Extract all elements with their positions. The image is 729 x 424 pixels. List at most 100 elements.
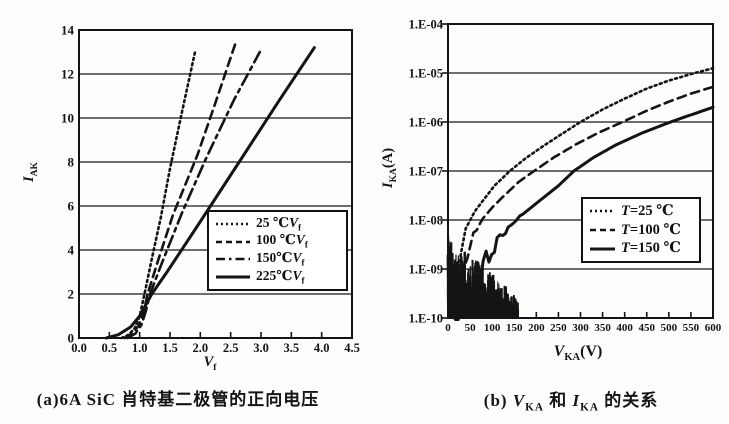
- chart-a-x-axis-label: Vf: [203, 354, 217, 373]
- y-tick-label: 8: [68, 155, 75, 170]
- series-path-dashed: [123, 41, 237, 340]
- series-path-dotted: [447, 67, 715, 316]
- caption-b: (b) VKA 和 IKA 的关系: [483, 391, 659, 414]
- legend-label-part: 25 ℃: [256, 214, 290, 230]
- noise-stroke: [502, 312, 504, 320]
- legend-label-part: V: [295, 232, 305, 248]
- x-tick-label: 600: [705, 322, 722, 334]
- series-path-solid: [104, 46, 316, 340]
- x-tick-label: 3.5: [284, 341, 300, 355]
- x-tick-label: 1.0: [132, 341, 148, 355]
- legend-label-part: T: [621, 221, 630, 238]
- legend-label-part: =25 ℃: [629, 203, 674, 220]
- legend-label-part: V: [292, 267, 302, 283]
- y-tick-label: 1.E-05: [409, 67, 443, 81]
- legend-label: 225℃Vf: [256, 269, 304, 286]
- legend-label-part: V: [289, 214, 299, 230]
- legend-label: 150℃Vf: [256, 251, 304, 268]
- x-tick-label: 2.0: [193, 341, 209, 355]
- legend-label-part: T: [621, 203, 630, 220]
- y-tick-label: 10: [61, 111, 74, 126]
- y-tick-label: 12: [61, 67, 74, 82]
- y-tick-label: 1.E-04: [409, 18, 444, 32]
- chart-b-canvas: 0 50 100 150 200 250 300 350 400 450 500 550 600 1.E-…: [409, 18, 722, 335]
- x-tick-label: 2.5: [223, 341, 239, 355]
- legend-label-part: f: [301, 257, 305, 268]
- legend-line-sample-dashed: [216, 240, 250, 243]
- x-tick-label: 100: [484, 322, 501, 334]
- x-tick-label: 3.0: [253, 341, 269, 355]
- legend-line-sample-dashed: [590, 228, 615, 232]
- legend-label-part: 150℃: [256, 250, 293, 266]
- chart-a-y-axis-label: IAK: [21, 162, 40, 182]
- y-tick-label: 2: [68, 287, 75, 302]
- x-tick-label: 150: [506, 322, 523, 334]
- legend-line-sample-solid: [590, 247, 615, 251]
- legend-entry: T=25 ℃: [589, 204, 693, 219]
- x-tick-label: 1.5: [162, 341, 178, 355]
- y-tick-label: 1.E-08: [409, 214, 443, 228]
- x-tick-label: 250: [550, 322, 567, 334]
- x-tick-label: 550: [683, 322, 700, 334]
- chart-a-legend: 25 ℃Vf 100 ℃Vf 150℃Vf 225℃Vf: [207, 210, 348, 291]
- chart-b-legend: T=25 ℃ T=100 ℃ T=150 ℃: [581, 197, 701, 263]
- caption-a: (a)6A SiC 肖特基二极管的正向电压: [36, 390, 320, 409]
- legend-label: T=100 ℃: [621, 221, 681, 238]
- noise-stroke: [505, 287, 508, 320]
- legend-entry: 225℃Vf: [215, 269, 340, 286]
- legend-label-part: T: [621, 240, 630, 257]
- legend-label: 25 ℃Vf: [256, 214, 302, 233]
- x-tick-label: 0.5: [102, 341, 118, 355]
- chart-b-y-axis-label: IKA(A): [380, 147, 399, 189]
- legend-entry: 100 ℃Vf: [215, 233, 340, 250]
- legend-label-part: 225℃: [256, 267, 293, 283]
- x-tick-label: 0: [445, 322, 451, 334]
- legend-label-part: =150 ℃: [629, 240, 681, 257]
- y-tick-label: 1.E-09: [409, 263, 443, 277]
- y-tick-label: 1.E-10: [409, 312, 443, 326]
- legend-entry: 150℃Vf: [215, 251, 340, 268]
- noise-stroke: [504, 310, 506, 320]
- legend-label-part: f: [298, 222, 302, 233]
- legend-entry: 25 ℃Vf: [215, 214, 340, 233]
- x-tick-label: 0.0: [71, 341, 87, 355]
- chart-b-x-axis-label: VKA(V): [553, 343, 603, 364]
- y-tick-label: 14: [61, 23, 75, 38]
- legend-line-sample-solid: [216, 275, 250, 279]
- series-path-dashdot: [126, 50, 262, 340]
- x-tick-label: 400: [616, 322, 633, 334]
- legend-entry: T=150 ℃: [589, 241, 693, 256]
- x-tick-label: 4.0: [314, 341, 330, 355]
- y-tick-label: 0: [68, 331, 75, 346]
- x-tick-label: 300: [572, 322, 589, 334]
- noise-stroke: [477, 308, 480, 320]
- legend-label: T=25 ℃: [621, 204, 674, 219]
- legend-line-sample-dashdot: [216, 258, 250, 261]
- series-path-dotted: [120, 48, 197, 340]
- plot-border: [78, 29, 353, 339]
- x-tick-label: 500: [661, 322, 678, 334]
- series-path-dashed: [448, 85, 715, 316]
- legend-label: 100 ℃Vf: [256, 233, 308, 250]
- legend-label-part: 100 ℃: [256, 232, 296, 248]
- legend-entry: T=100 ℃: [589, 221, 693, 238]
- x-tick-label: 350: [594, 322, 611, 334]
- x-tick-label: 450: [639, 322, 656, 334]
- legend-label-part: =100 ℃: [629, 221, 681, 238]
- y-tick-label: 1.E-06: [409, 116, 443, 130]
- noise-stroke: [513, 308, 517, 320]
- y-tick-label: 4: [68, 243, 75, 258]
- y-tick-label: 1.E-07: [409, 165, 443, 179]
- legend-line-sample-dotted: [216, 222, 250, 226]
- noise-stroke: [499, 288, 502, 319]
- legend-label-part: V: [292, 250, 302, 266]
- legend-line-sample-dotted: [590, 210, 615, 213]
- chart-a-canvas: 0.0 0.5 1.0 1.5 2.0 2.5 3.0 3.5 4.0 4.5 0 2 4 6 8 10 12 1…: [61, 23, 360, 356]
- legend-label: T=150 ℃: [621, 241, 681, 256]
- x-tick-label: 4.5: [344, 341, 360, 355]
- x-tick-label: 50: [465, 322, 477, 334]
- series-path-solid: [450, 105, 715, 321]
- y-tick-label: 6: [68, 199, 75, 214]
- legend-label-part: f: [304, 240, 308, 251]
